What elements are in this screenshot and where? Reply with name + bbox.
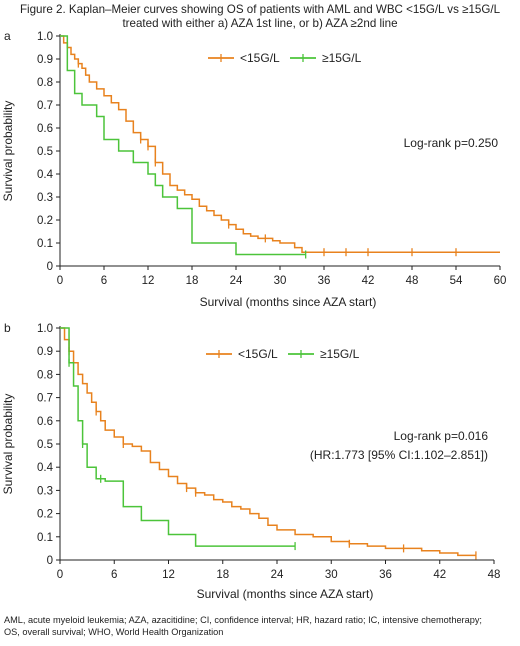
x-tick-label: 6 [101,275,107,287]
x-tick-label: 18 [216,569,229,581]
x-tick-label: 48 [488,569,501,581]
legend-label: ≥15G/L [320,347,360,361]
x-tick-label: 42 [433,569,446,581]
x-tick-label: 42 [362,275,375,287]
footnote: AML, acute myeloid leukemia; AZA, azacit… [4,614,516,638]
panel-b-chart: 0 0.1 0.2 0.3 0.4 0.5 0.6 0.7 0.8 0.9 1.0 0 6 12 18 24 3… [1,323,500,601]
y-tick-label: 0.4 [37,169,54,181]
annotation-text: Log-rank p=0.016 [394,429,489,443]
x-tick-label: 12 [162,569,175,581]
series-line-lt15 [60,35,500,253]
figure-title-line-1: Figure 2. Kaplan–Meier curves showing OS… [19,3,501,16]
y-tick-label: 0.5 [37,439,53,451]
y-tick-label: 0.7 [37,393,53,405]
x-tick-label: 0 [57,569,63,581]
x-tick-label: 0 [57,275,63,287]
y-tick-label: 0 [47,261,53,273]
x-tick-label: 54 [450,275,463,287]
x-tick-label: 24 [230,275,243,287]
x-axis-label: Survival (months since AZA start) [200,295,377,309]
panel-a-letter: a [4,29,11,43]
y-axis-label: Survival probability [1,101,15,202]
y-tick-label: 0.1 [37,238,53,250]
legend-label: ≥15G/L [322,51,362,65]
y-tick-label: 0.6 [37,123,53,135]
y-tick-label: 0.2 [37,215,53,227]
annotation-text: Log-rank p=0.250 [404,136,499,150]
y-tick-label: 0.9 [37,346,53,358]
y-tick-label: 0.6 [37,416,53,428]
y-tick-label: 1.0 [37,31,53,43]
figure-title-line-2: treated with either a) AZA 1st line, or … [122,17,398,30]
panel-a-chart: 0 0.1 0.2 0.3 0.4 0.5 0.6 0.7 0.8 0.9 1.0 0 6 12 18 24 3… [1,31,506,309]
footnote-line-1: AML, acute myeloid leukemia; AZA, azacit… [4,615,482,625]
x-tick-label: 6 [111,569,117,581]
y-tick-label: 0.8 [37,77,53,89]
panel-b-letter: b [4,321,11,335]
series-line-ge15 [60,35,306,256]
x-tick-label: 60 [494,275,507,287]
y-tick-label: 0.8 [37,369,53,381]
x-tick-label: 24 [271,569,284,581]
x-tick-label: 30 [325,569,338,581]
x-tick-label: 36 [379,569,392,581]
x-tick-label: 36 [318,275,331,287]
y-axis-label: Survival probability [1,394,15,495]
series-line-ge15 [60,327,296,547]
y-tick-label: 0.1 [37,532,53,544]
y-tick-label: 0.5 [37,146,53,158]
legend-label: <15G/L [240,51,280,65]
y-tick-label: 0.4 [37,462,54,474]
y-tick-label: 0.2 [37,509,53,521]
annotation-text: (HR:1.773 [95% CI:1.102–2.851]) [310,448,488,462]
y-tick-label: 0 [47,555,53,567]
footnote-line-2: OS, overall survival; WHO, World Health … [4,627,224,637]
y-tick-label: 1.0 [37,323,53,335]
x-axis-label: Survival (months since AZA start) [197,587,374,601]
x-tick-label: 18 [186,275,199,287]
x-tick-label: 30 [274,275,287,287]
x-tick-label: 48 [406,275,419,287]
x-tick-label: 12 [142,275,155,287]
y-tick-label: 0.3 [37,192,53,204]
y-tick-label: 0.7 [37,100,53,112]
legend-label: <15G/L [238,347,278,361]
figure-title: Figure 2. Kaplan–Meier curves showing OS… [0,3,520,31]
y-tick-label: 0.3 [37,485,53,497]
y-tick-label: 0.9 [37,54,53,66]
